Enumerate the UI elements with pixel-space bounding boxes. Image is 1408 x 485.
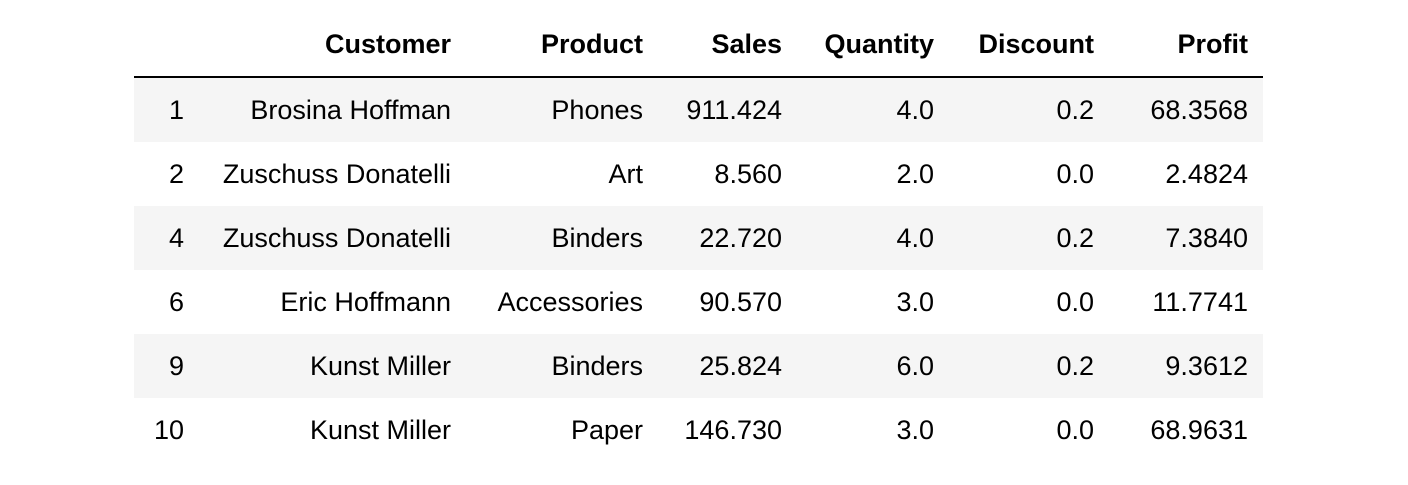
table-body: 1 Brosina Hoffman Phones 911.424 4.0 0.2 68.35… — [134, 77, 1263, 462]
cell-product: Paper — [570, 414, 643, 445]
cell-customer: Brosina Hoffman — [250, 94, 451, 125]
cell-profit: 2.4824 — [1165, 158, 1248, 189]
row-index: 6 — [168, 286, 184, 317]
cell-sales: 146.730 — [684, 414, 782, 445]
cell-sales: 25.824 — [699, 350, 782, 381]
table-row: 4 Zuschuss Donatelli Binders 22.720 4.0 0.2 7.… — [134, 206, 1263, 270]
column-header-product: Product — [466, 12, 658, 78]
cell-customer: Kunst Miller — [309, 350, 451, 381]
cell-customer: Zuschuss Donatelli — [222, 222, 451, 253]
row-index: 9 — [168, 350, 184, 381]
dataframe-table: Customer Product Sales Quantity Discount… — [134, 12, 1263, 462]
cell-quantity: 4.0 — [896, 94, 934, 125]
cell-product: Art — [608, 158, 643, 189]
cell-customer: Zuschuss Donatelli — [222, 158, 451, 189]
cell-customer: Kunst Miller — [309, 414, 451, 445]
cell-customer: Eric Hoffmann — [280, 286, 451, 317]
cell-discount: 0.2 — [1056, 94, 1094, 125]
cell-quantity: 3.0 — [896, 286, 934, 317]
cell-discount: 0.0 — [1056, 158, 1094, 189]
row-index: 1 — [168, 94, 184, 125]
cell-sales: 8.560 — [714, 158, 782, 189]
row-index: 2 — [168, 158, 184, 189]
cell-quantity: 6.0 — [896, 350, 934, 381]
cell-sales: 22.720 — [699, 222, 782, 253]
row-index: 10 — [153, 414, 184, 445]
column-header-profit: Profit — [1109, 12, 1263, 78]
index-header — [134, 12, 199, 78]
header-row: Customer Product Sales Quantity Discount… — [134, 12, 1263, 78]
column-header-discount: Discount — [949, 12, 1109, 78]
table-row: 10 Kunst Miller Paper 146.730 3.0 0.0 68.9631 — [134, 398, 1263, 462]
cell-profit: 68.3568 — [1150, 94, 1248, 125]
cell-discount: 0.2 — [1056, 350, 1094, 381]
cell-discount: 0.2 — [1056, 222, 1094, 253]
table-row: 6 Eric Hoffmann Accessories 90.570 3.0 0.0 11.… — [134, 270, 1263, 334]
cell-quantity: 2.0 — [896, 158, 934, 189]
cell-profit: 9.3612 — [1165, 350, 1248, 381]
cell-profit: 68.9631 — [1150, 414, 1248, 445]
cell-product: Binders — [551, 222, 643, 253]
cell-discount: 0.0 — [1056, 414, 1094, 445]
cell-sales: 90.570 — [699, 286, 782, 317]
cell-product: Accessories — [497, 286, 643, 317]
table-row: 2 Zuschuss Donatelli Art 8.560 2.0 0.0 2.4824 — [134, 142, 1263, 206]
cell-profit: 7.3840 — [1165, 222, 1248, 253]
table-row: 1 Brosina Hoffman Phones 911.424 4.0 0.2 68.35… — [134, 77, 1263, 142]
cell-product: Binders — [551, 350, 643, 381]
cell-product: Phones — [551, 94, 643, 125]
cell-sales: 911.424 — [686, 94, 782, 125]
column-header-sales: Sales — [658, 12, 797, 78]
cell-profit: 11.7741 — [1152, 286, 1248, 317]
table-row: 9 Kunst Miller Binders 25.824 6.0 0.2 9.3612 — [134, 334, 1263, 398]
cell-quantity: 4.0 — [896, 222, 934, 253]
cell-quantity: 3.0 — [896, 414, 934, 445]
dataframe-container: Customer Product Sales Quantity Discount… — [134, 12, 1263, 462]
column-header-quantity: Quantity — [797, 12, 949, 78]
cell-discount: 0.0 — [1056, 286, 1094, 317]
column-header-customer: Customer — [199, 12, 466, 78]
row-index: 4 — [168, 222, 184, 253]
